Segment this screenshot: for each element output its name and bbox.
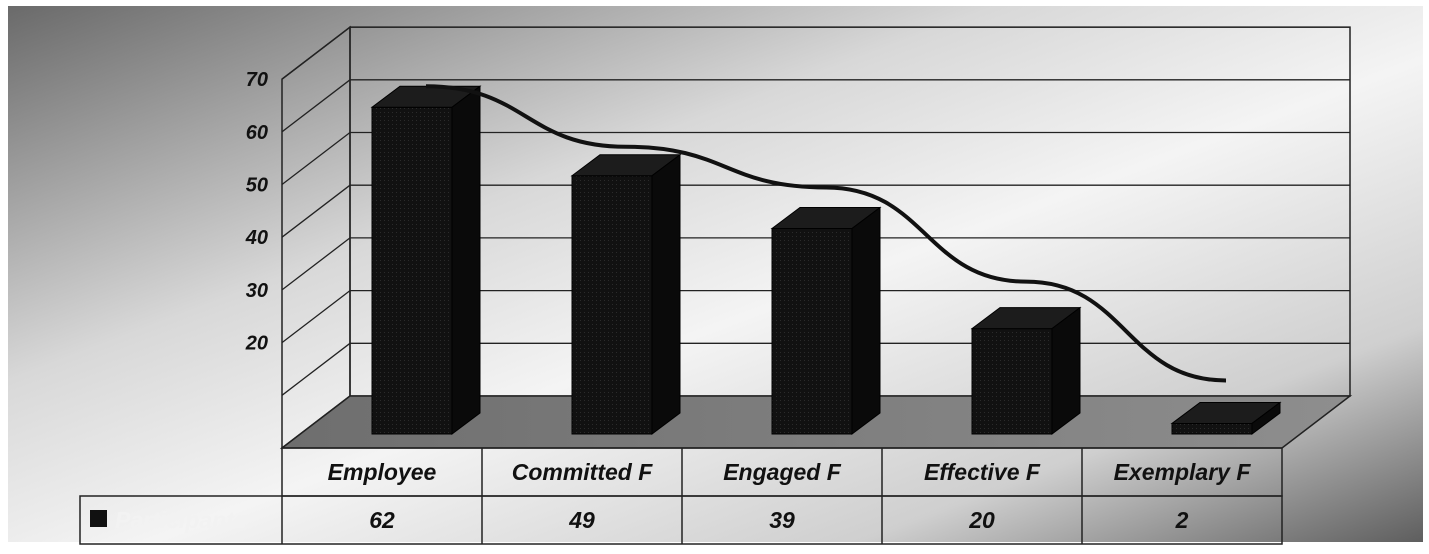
gridline-side	[281, 26, 351, 80]
data-label: 2	[1175, 507, 1189, 533]
gridline-side	[281, 79, 351, 133]
bar-front	[571, 175, 653, 435]
data-label: 62	[369, 507, 395, 533]
bars	[370, 85, 1282, 435]
gridline-side	[281, 290, 351, 344]
bar-front	[971, 328, 1053, 435]
bar-front	[771, 227, 853, 435]
gridline-side	[281, 131, 351, 186]
data-table: Employee 62 Committed F 49 Engaged F 39 Effect…	[79, 447, 1283, 545]
y-tick-label: 50	[246, 175, 268, 197]
gridline-side	[281, 237, 351, 291]
data-label: 20	[968, 507, 995, 533]
category-label: Employee	[328, 459, 437, 485]
bar-front	[371, 106, 453, 435]
gridline-side	[281, 342, 351, 396]
category-label: Exemplary F	[1114, 459, 1252, 485]
bar-side	[1051, 306, 1081, 435]
y-axis: 20 30 40 50 60 70	[245, 69, 268, 355]
y-tick-label: 60	[246, 122, 268, 144]
trend-line	[425, 84, 1227, 383]
legend-key	[90, 510, 107, 527]
trendline	[425, 84, 1227, 383]
y-tick-label: 30	[246, 280, 268, 302]
bar-front	[1171, 422, 1253, 435]
bar-side	[651, 153, 681, 435]
bar	[970, 306, 1082, 435]
gridline-side	[281, 184, 351, 238]
bar	[370, 85, 482, 435]
y-tick-label: 70	[246, 69, 268, 91]
table-value-row	[79, 495, 1283, 545]
category-label: Committed F	[512, 459, 654, 485]
bar-side	[851, 206, 881, 435]
y-tick-label: 20	[245, 333, 268, 355]
chart-background	[8, 6, 1423, 542]
data-label: 49	[568, 507, 595, 533]
y-tick-label: 40	[245, 227, 268, 249]
bar-side	[451, 85, 481, 435]
bar	[570, 153, 682, 435]
bar	[1170, 401, 1282, 435]
series-name: Participants	[115, 507, 247, 533]
category-label: Engaged F	[723, 459, 842, 485]
bar	[770, 206, 882, 435]
data-label: 39	[769, 507, 795, 533]
category-label: Effective F	[924, 459, 1041, 485]
bar-side	[1251, 401, 1281, 435]
